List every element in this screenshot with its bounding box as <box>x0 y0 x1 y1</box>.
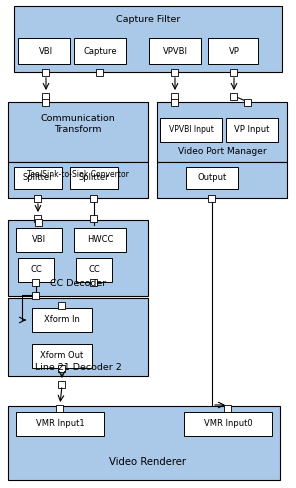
Bar <box>16 228 62 252</box>
Bar <box>76 258 112 282</box>
Bar <box>57 405 64 411</box>
Bar <box>171 99 178 105</box>
Bar <box>33 291 39 299</box>
Text: Splitter: Splitter <box>79 174 109 183</box>
Text: Tee/Sink-to-Sink Convertor: Tee/Sink-to-Sink Convertor <box>27 169 129 179</box>
Text: Line 21 Decoder 2: Line 21 Decoder 2 <box>35 364 121 372</box>
Bar <box>91 195 97 202</box>
Text: VBI: VBI <box>32 236 46 244</box>
Bar <box>70 167 118 189</box>
Bar <box>74 228 126 252</box>
Bar <box>208 38 258 64</box>
Bar <box>244 99 252 105</box>
Bar <box>36 219 43 225</box>
Text: Capture: Capture <box>83 46 117 56</box>
Bar <box>43 68 49 76</box>
Bar <box>91 215 97 222</box>
Bar <box>59 302 65 308</box>
Text: Video Port Manager: Video Port Manager <box>178 147 266 157</box>
Bar <box>8 406 280 480</box>
Bar <box>91 279 97 285</box>
Bar <box>157 102 287 162</box>
Text: HWCC: HWCC <box>87 236 113 244</box>
Text: VPVBI Input: VPVBI Input <box>168 125 213 135</box>
Bar <box>8 102 148 162</box>
Bar <box>171 68 178 76</box>
Bar <box>184 412 272 436</box>
Text: Splitter: Splitter <box>23 174 53 183</box>
Text: CC: CC <box>30 265 42 274</box>
Text: VMR Input1: VMR Input1 <box>36 420 84 428</box>
Text: Capture Filter: Capture Filter <box>116 16 180 24</box>
Text: VBI: VBI <box>39 46 53 56</box>
Bar <box>8 298 148 376</box>
Bar <box>208 195 215 202</box>
Bar <box>16 412 104 436</box>
Bar <box>35 195 41 202</box>
Bar <box>14 167 62 189</box>
Bar <box>96 68 104 76</box>
Bar <box>18 258 54 282</box>
Text: VMR Input0: VMR Input0 <box>204 420 252 428</box>
Text: Xform In: Xform In <box>44 316 80 325</box>
Bar <box>35 215 41 222</box>
Bar <box>33 279 39 285</box>
Bar <box>8 162 148 198</box>
Text: CC: CC <box>88 265 100 274</box>
Bar <box>43 93 49 100</box>
Text: VP: VP <box>229 46 239 56</box>
Bar <box>186 167 238 189</box>
Bar <box>224 405 231 411</box>
Text: CC Decoder: CC Decoder <box>50 280 106 288</box>
Bar <box>14 6 282 72</box>
Bar <box>149 38 201 64</box>
Bar <box>231 68 237 76</box>
Text: Communication
Transform: Communication Transform <box>41 114 115 134</box>
Bar <box>160 118 222 142</box>
Text: VPVBI: VPVBI <box>163 46 187 56</box>
Bar <box>32 344 92 368</box>
Bar <box>59 381 65 387</box>
Text: Video Renderer: Video Renderer <box>110 457 186 467</box>
Bar <box>157 162 287 198</box>
Bar <box>226 118 278 142</box>
Bar <box>171 93 178 100</box>
Bar <box>43 99 49 105</box>
Text: VP Input: VP Input <box>234 125 270 135</box>
Text: Output: Output <box>197 174 227 183</box>
Bar <box>8 220 148 296</box>
Text: Xform Out: Xform Out <box>40 351 84 361</box>
Bar <box>231 93 237 100</box>
Bar <box>18 38 70 64</box>
Bar <box>74 38 126 64</box>
Bar <box>59 365 65 371</box>
Bar <box>32 308 92 332</box>
